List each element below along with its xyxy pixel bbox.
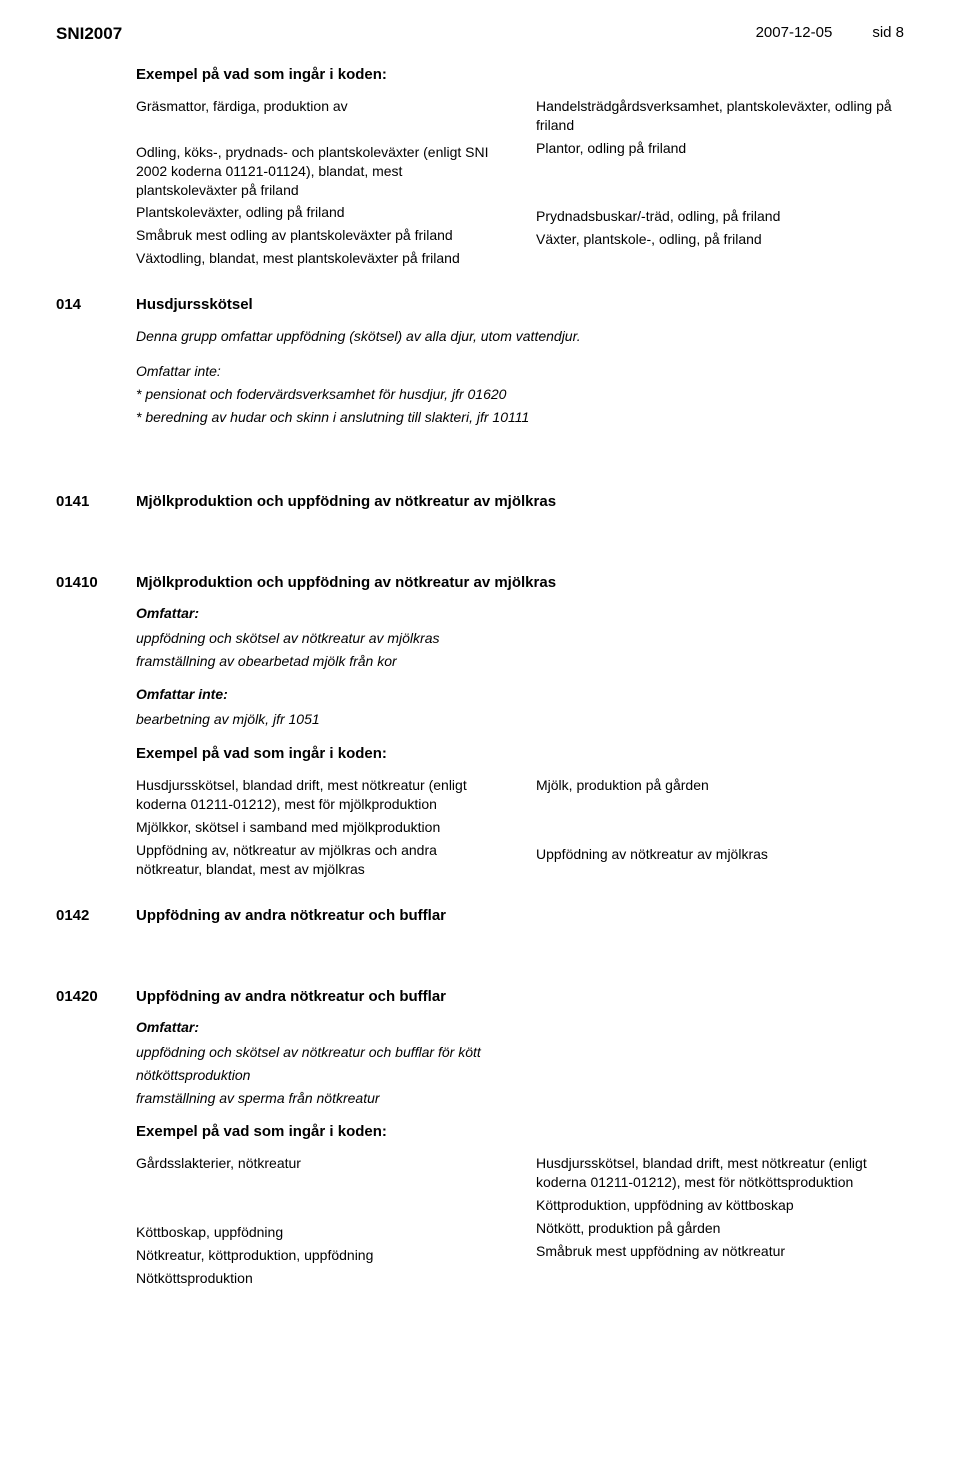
code-0141-row: 0141 Mjölkproduktion och uppfödning av n… [136, 493, 904, 510]
code-01410-row: 01410 Mjölkproduktion och uppfödning av … [136, 574, 904, 591]
excl-block: bearbetning av mjölk, jfr 1051 [136, 710, 904, 729]
example-item: Köttboskap, uppfödning [136, 1223, 504, 1242]
incl-block: uppfödning och skötsel av nötkreatur av … [136, 629, 904, 671]
example-item: Plantskoleväxter, odling på friland [136, 203, 504, 222]
code-0142-title: Uppfödning av andra nötkreatur och buffl… [136, 907, 446, 924]
code-0142-row: 0142 Uppfödning av andra nötkreatur och … [136, 907, 904, 924]
example-item: Nötkött, produktion på gården [536, 1219, 904, 1238]
code-01420-row: 01420 Uppfödning av andra nötkreatur och… [136, 988, 904, 1005]
examples-right-col: Mjölk, produktion på gården Uppfödning a… [536, 776, 904, 882]
incl-item: uppfödning och skötsel av nötkreatur av … [136, 629, 904, 648]
incl-block: uppfödning och skötsel av nötkreatur och… [136, 1043, 904, 1108]
excl-item: * pensionat och fodervärdsverksamhet för… [136, 385, 904, 404]
incl-item: framställning av sperma från nötkreatur [136, 1089, 904, 1108]
code-0141-title: Mjölkproduktion och uppfödning av nötkre… [136, 493, 556, 510]
page-number: sid 8 [872, 24, 904, 44]
examples-heading: Exempel på vad som ingår i koden: [136, 66, 904, 83]
example-item [136, 1177, 504, 1196]
examples-left-col: Gårdsslakterier, nötkreatur Köttboskap, … [136, 1154, 504, 1291]
example-item: Mjölkkor, skötsel i samband med mjölkpro… [136, 818, 504, 837]
example-item: Husdjursskötsel, blandad drift, mest nöt… [136, 776, 504, 814]
code-014-excl-block: Omfattar inte: * pensionat och fodervärd… [136, 362, 904, 427]
example-item: Husdjursskötsel, blandad drift, mest nöt… [536, 1154, 904, 1192]
example-item: Handelsträdgårdsverksamhet, plantskolevä… [536, 97, 904, 135]
incl-heading: Omfattar: [136, 1019, 904, 1035]
doc-title: SNI2007 [56, 24, 122, 44]
example-item: Plantor, odling på friland [536, 139, 904, 158]
example-item: Mjölk, produktion på gården [536, 776, 904, 795]
excl-item: * beredning av hudar och skinn i anslutn… [136, 408, 904, 427]
page: SNI2007 2007-12-05 sid 8 Exempel på vad … [0, 0, 960, 1482]
example-item [536, 799, 904, 818]
code-014-desc: Denna grupp omfattar uppfödning (skötsel… [136, 327, 904, 346]
example-item: Gräsmattor, färdiga, produktion av [136, 97, 504, 116]
code-01420-title: Uppfödning av andra nötkreatur och buffl… [136, 988, 446, 1005]
example-item [136, 120, 504, 139]
incl-item: nötköttsproduktion [136, 1066, 904, 1085]
example-item: Gårdsslakterier, nötkreatur [136, 1154, 504, 1173]
examples-left-col: Husdjursskötsel, blandad drift, mest nöt… [136, 776, 504, 882]
examples-two-col: Gårdsslakterier, nötkreatur Köttboskap, … [136, 1154, 904, 1291]
examples-heading: Exempel på vad som ingår i koden: [136, 1123, 904, 1140]
excl-item: bearbetning av mjölk, jfr 1051 [136, 710, 904, 729]
example-item: Uppfödning av, nötkreatur av mjölkras oc… [136, 841, 504, 879]
code-01410-title: Mjölkproduktion och uppfödning av nötkre… [136, 574, 556, 591]
examples-two-col: Gräsmattor, färdiga, produktion av Odlin… [136, 97, 904, 272]
examples-left-col: Gräsmattor, färdiga, produktion av Odlin… [136, 97, 504, 272]
example-item [536, 185, 904, 204]
examples-right-col: Handelsträdgårdsverksamhet, plantskolevä… [536, 97, 904, 272]
example-item: Köttproduktion, uppfödning av köttboskap [536, 1196, 904, 1215]
example-item: Växtodling, blandat, mest plantskoleväxt… [136, 249, 504, 268]
excl-heading: Omfattar inte: [136, 686, 904, 702]
doc-date: 2007-12-05 [756, 24, 833, 44]
code-014-row: 014 Husdjursskötsel [136, 296, 904, 313]
example-item: Nötköttsproduktion [136, 1269, 504, 1288]
incl-heading: Omfattar: [136, 605, 904, 621]
desc-text: Denna grupp omfattar uppfödning (skötsel… [136, 327, 904, 346]
excl-heading: Omfattar inte: [136, 362, 904, 381]
example-item [536, 162, 904, 181]
code-014-title: Husdjursskötsel [136, 296, 253, 313]
example-item [136, 1200, 504, 1219]
example-item: Nötkreatur, köttproduktion, uppfödning [136, 1246, 504, 1265]
incl-item: uppfödning och skötsel av nötkreatur och… [136, 1043, 904, 1062]
example-item: Prydnadsbuskar/-träd, odling, på friland [536, 207, 904, 226]
page-header: SNI2007 2007-12-05 sid 8 [56, 24, 904, 44]
example-item: Småbruk mest odling av plantskoleväxter … [136, 226, 504, 245]
code-01410-num: 01410 [56, 574, 136, 591]
examples-right-col: Husdjursskötsel, blandad drift, mest nöt… [536, 1154, 904, 1291]
code-01420-num: 01420 [56, 988, 136, 1005]
code-0141-num: 0141 [56, 493, 136, 510]
header-right: 2007-12-05 sid 8 [756, 24, 904, 44]
content: Exempel på vad som ingår i koden: Gräsma… [56, 66, 904, 1292]
example-item: Uppfödning av nötkreatur av mjölkras [536, 845, 904, 864]
example-item: Växter, plantskole-, odling, på friland [536, 230, 904, 249]
example-item: Odling, köks-, prydnads- och plantskolev… [136, 143, 504, 200]
example-item: Småbruk mest uppfödning av nötkreatur [536, 1242, 904, 1261]
code-0142-num: 0142 [56, 907, 136, 924]
code-014-num: 014 [56, 296, 136, 313]
example-item [536, 822, 904, 841]
examples-heading: Exempel på vad som ingår i koden: [136, 745, 904, 762]
incl-item: framställning av obearbetad mjölk från k… [136, 652, 904, 671]
examples-two-col: Husdjursskötsel, blandad drift, mest nöt… [136, 776, 904, 882]
